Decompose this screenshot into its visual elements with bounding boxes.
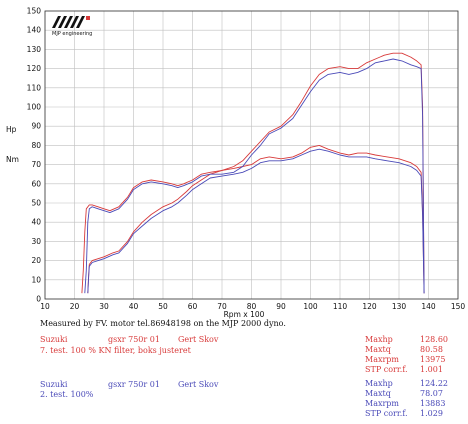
mjp-logo-stripes: [52, 16, 85, 28]
y-tick-label: 140: [27, 26, 42, 35]
x-tick-label: 90: [276, 302, 286, 311]
y-tick-label: 0: [36, 295, 41, 304]
y-tick-label: 130: [27, 45, 42, 54]
series-line-3: [84, 58, 425, 294]
x-tick-label: 70: [217, 302, 227, 311]
run2-value-maxrpm: 13883: [420, 399, 446, 408]
run1-owner: Gert Skov: [178, 335, 219, 344]
run1-value-maxhp: 128.60: [420, 335, 448, 344]
x-tick-label: 30: [99, 302, 109, 311]
x-tick-label: 10: [40, 302, 50, 311]
run2-value-maxhp: 124.22: [420, 379, 448, 388]
y-tick-label: 40: [31, 218, 41, 227]
run2-model: gsxr 750r 01: [108, 380, 160, 389]
run2-make: Suzuki: [40, 380, 68, 389]
x-tick-label: 40: [129, 302, 139, 311]
run1-make: Suzuki: [40, 335, 68, 344]
y-tick-label: 90: [31, 122, 41, 131]
run2-test: 2. test. 100%: [40, 390, 94, 399]
y-axis-label-nm: Nm: [6, 155, 19, 164]
run1-test: 7. test. 100 % KN filter, boks justeret: [40, 346, 191, 355]
y-tick-label: 50: [31, 199, 41, 208]
y-tick-label: 110: [27, 83, 42, 92]
series-line-2: [87, 144, 425, 294]
mjp-logo-red-mark: [86, 16, 90, 20]
x-tick-label: 20: [70, 302, 80, 311]
y-tick-label: 150: [27, 7, 42, 16]
y-tick-label: 30: [31, 237, 41, 246]
x-tick-label: 110: [333, 302, 348, 311]
x-tick-label: 80: [247, 302, 257, 311]
run1-value-maxrpm: 13975: [420, 355, 446, 364]
measured-note: Measured by FV. motor tel.86948198 on th…: [40, 319, 286, 328]
x-tick-label: 140: [421, 302, 436, 311]
x-tick-label: 130: [392, 302, 407, 311]
logo-text: MJP engineering: [52, 31, 92, 37]
x-tick-label: 120: [362, 302, 377, 311]
y-tick-label: 100: [27, 103, 42, 112]
x-axis-label: Rpm x 100: [224, 310, 265, 319]
series-line-1: [81, 52, 425, 294]
run2-label-stp: STP corr.f.: [365, 409, 408, 418]
chart-curves: [81, 52, 425, 294]
run1-label-maxtq: Maxtq: [365, 345, 391, 354]
run1-label-maxhp: Maxhp: [365, 335, 393, 344]
x-tick-label: 50: [158, 302, 168, 311]
x-tick-label: 100: [303, 302, 318, 311]
run2-label-maxtq: Maxtq: [365, 389, 391, 398]
run2-label-maxrpm: Maxrpm: [365, 399, 400, 408]
y-axis-label-hp: Hp: [6, 125, 17, 134]
run1-label-maxrpm: Maxrpm: [365, 355, 400, 364]
run1-value-maxtq: 80.58: [420, 345, 443, 354]
y-tick-label: 70: [31, 160, 41, 169]
run1-model: gsxr 750r 01: [108, 335, 160, 344]
y-tick-label: 10: [31, 275, 41, 284]
series-line-4: [87, 148, 425, 294]
run2-label-maxhp: Maxhp: [365, 379, 393, 388]
run2-value-maxtq: 78.07: [420, 389, 443, 398]
mjp-logo: MJP engineering: [52, 16, 92, 37]
y-tick-labels: 0 10 20 30 40 50 60 70 80 90 100 110 120 130 140 150: [27, 7, 42, 304]
plot-frame: [44, 10, 459, 300]
y-tick-label: 60: [31, 179, 41, 188]
x-tick-labels: 10 20 30 40 50 60 70 80 90 100 110 120 130 140 150: [40, 302, 465, 311]
run2-owner: Gert Skov: [178, 380, 219, 389]
run1-label-stp: STP corr.f.: [365, 365, 408, 374]
y-tick-label: 120: [27, 64, 42, 73]
y-tick-label: 20: [31, 256, 41, 265]
x-tick-label: 60: [188, 302, 198, 311]
x-tick-label: 150: [451, 302, 466, 311]
y-tick-label: 80: [31, 141, 41, 150]
run2-value-stp: 1.029: [420, 409, 443, 418]
run1-value-stp: 1.001: [420, 365, 443, 374]
